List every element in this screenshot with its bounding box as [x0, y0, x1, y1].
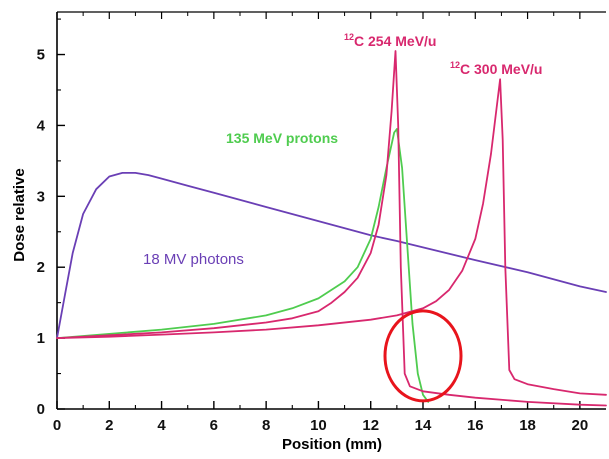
x-axis-label: Position (mm) [282, 436, 382, 453]
axes [56, 11, 606, 410]
y-tick-label-1: 1 [37, 330, 45, 347]
x-tick-label-16: 16 [467, 417, 484, 434]
x-tick-label-20: 20 [572, 417, 589, 434]
y-tick-label-4: 4 [37, 117, 46, 134]
series-line-12c-254-mev-u [56, 50, 607, 407]
y-tick-label-2: 2 [37, 259, 45, 276]
annotation-c254-superscript: 12 [344, 32, 354, 42]
annotation-photons: 18 MV photons [143, 251, 244, 268]
series-line-18-mv-photons [56, 171, 607, 340]
y-tick-label-5: 5 [37, 47, 45, 64]
x-tick-label-8: 8 [262, 417, 270, 434]
y-tick-label-0: 0 [37, 401, 45, 418]
series-line-12c-300-mev-u [56, 78, 607, 396]
x-tick-label-18: 18 [519, 417, 536, 434]
x-tick-label-0: 0 [53, 417, 61, 434]
y-tick-label-3: 3 [37, 188, 45, 205]
series-lines [56, 50, 607, 407]
annotation-protons: 135 MeV protons [226, 130, 338, 146]
y-axis-label: Dose relative [11, 168, 28, 261]
x-tick-label-2: 2 [105, 417, 113, 434]
annotation-c300: C 300 MeV/u [460, 61, 542, 77]
x-tick-label-10: 10 [310, 417, 327, 434]
x-tick-label-12: 12 [362, 417, 379, 434]
annotation-c300-superscript: 12 [450, 60, 460, 70]
annotation-c254: C 254 MeV/u [354, 33, 436, 49]
highlight-group [383, 309, 463, 403]
highlight-circle [383, 309, 463, 403]
x-tick-label-4: 4 [157, 417, 166, 434]
x-tick-label-14: 14 [415, 417, 432, 434]
ticks [56, 12, 581, 410]
x-tick-label-6: 6 [210, 417, 218, 434]
